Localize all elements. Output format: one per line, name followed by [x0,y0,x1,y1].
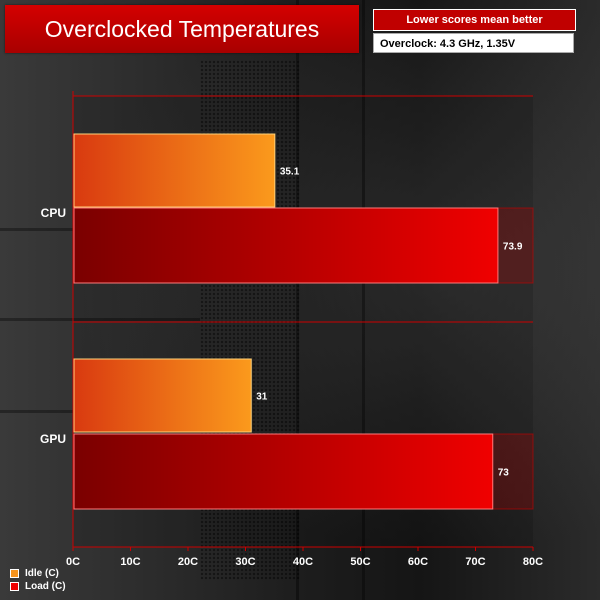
category-label-cpu: CPU [41,206,66,220]
legend-item-load: Load (C) [10,580,66,593]
x-tick-label: 40C [293,556,313,568]
legend-item-idle: Idle (C) [10,567,66,580]
data-label-idle-gpu: 31 [256,392,268,403]
category-label-gpu: GPU [40,432,66,446]
chart-legend: Idle (C) Load (C) [10,567,66,593]
bar-load-gpu [73,433,494,510]
legend-label-idle: Idle (C) [25,568,59,579]
bar-load-cpu [73,207,499,284]
x-tick-label: 20C [178,556,198,568]
x-tick-label: 0C [66,556,80,568]
overclock-info: Overclock: 4.3 GHz, 1.35V [373,33,574,53]
bar-idle-cpu [73,133,276,208]
data-label-load-cpu: 73.9 [503,242,523,253]
legend-label-load: Load (C) [25,581,66,592]
x-tick-label: 30C [235,556,255,568]
x-tick-label: 50C [350,556,370,568]
performance-note: Lower scores mean better performance [373,9,576,46]
data-label-idle-cpu: 35.1 [280,167,300,178]
legend-swatch-load [10,582,19,591]
x-tick-label: 70C [465,556,485,568]
panel-edge [296,0,299,600]
bar-idle-gpu [73,358,252,433]
chart-title: Overclocked Temperatures [5,5,359,53]
data-label-load-gpu: 73 [498,468,510,479]
x-tick-label: 10C [120,556,140,568]
legend-swatch-idle [10,569,19,578]
x-tick-label: 80C [523,556,543,568]
x-tick-label: 60C [408,556,428,568]
panel-edge [0,318,200,321]
panel-edge [362,0,365,600]
